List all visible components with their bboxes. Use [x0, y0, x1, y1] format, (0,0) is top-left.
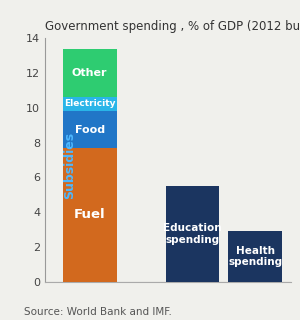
Text: Fuel: Fuel: [74, 208, 106, 221]
Text: Food: Food: [75, 124, 105, 135]
Bar: [63, 111, 117, 148]
Bar: [63, 49, 117, 97]
Bar: [166, 186, 219, 282]
Bar: [228, 231, 282, 282]
Text: Other: Other: [72, 68, 107, 78]
Bar: [63, 148, 117, 282]
Text: Education
spending: Education spending: [163, 223, 222, 244]
Text: Source: World Bank and IMF.: Source: World Bank and IMF.: [24, 307, 172, 317]
Text: Electricity: Electricity: [64, 100, 116, 108]
Text: Health
spending: Health spending: [228, 246, 282, 267]
Bar: [63, 97, 117, 111]
Text: Subsidies: Subsidies: [63, 132, 76, 199]
Text: Government spending , % of GDP (2012 budget): Government spending , % of GDP (2012 bud…: [45, 20, 300, 33]
